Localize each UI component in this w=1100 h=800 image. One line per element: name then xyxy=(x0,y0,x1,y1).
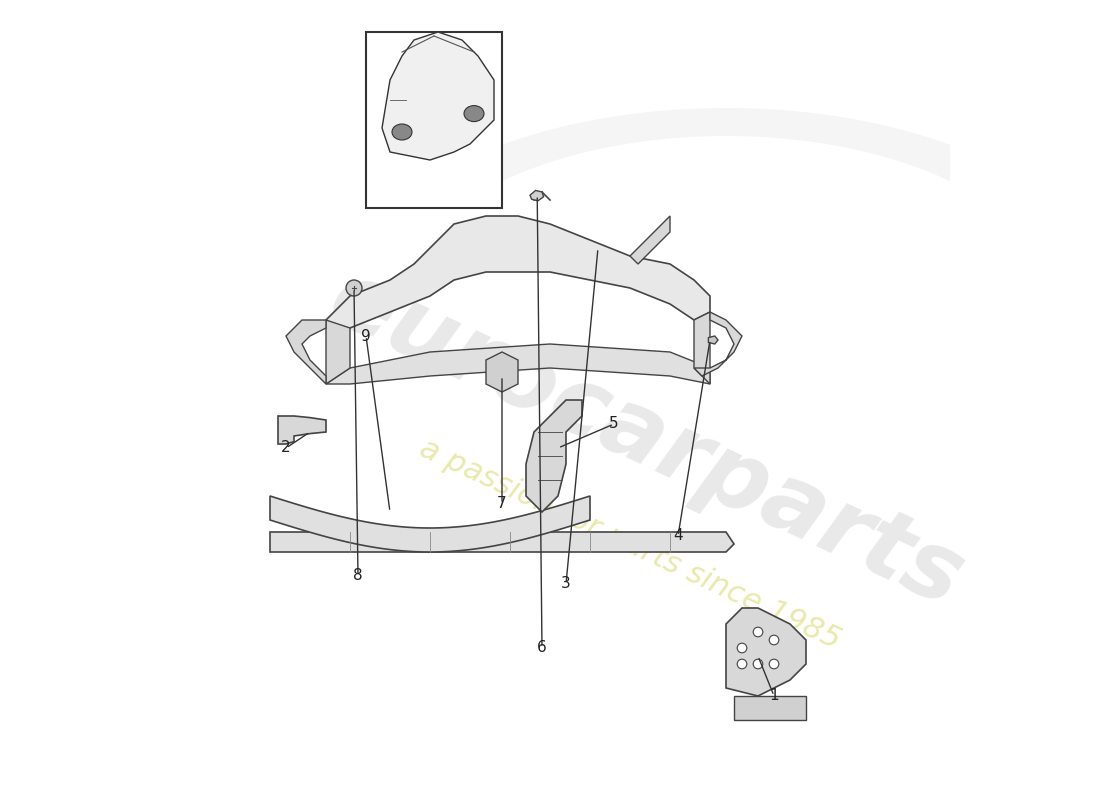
Text: a passion for parts since 1985: a passion for parts since 1985 xyxy=(415,434,845,654)
Polygon shape xyxy=(326,216,710,328)
Text: 1: 1 xyxy=(769,689,779,703)
Polygon shape xyxy=(278,416,326,444)
Circle shape xyxy=(754,659,762,669)
Text: 7: 7 xyxy=(497,497,507,511)
Polygon shape xyxy=(708,336,718,344)
Text: 6: 6 xyxy=(537,641,547,655)
Polygon shape xyxy=(734,696,806,720)
Circle shape xyxy=(737,659,747,669)
Polygon shape xyxy=(530,190,543,201)
Polygon shape xyxy=(326,344,710,384)
Circle shape xyxy=(737,643,747,653)
Circle shape xyxy=(346,280,362,296)
Polygon shape xyxy=(286,320,326,384)
Polygon shape xyxy=(694,312,743,376)
Polygon shape xyxy=(270,532,734,552)
Polygon shape xyxy=(326,320,350,384)
Text: 2: 2 xyxy=(282,441,290,455)
Polygon shape xyxy=(630,216,670,264)
Polygon shape xyxy=(526,400,582,512)
Text: eurocarparts: eurocarparts xyxy=(315,253,978,627)
Text: 8: 8 xyxy=(353,569,363,583)
Bar xyxy=(366,32,502,208)
Polygon shape xyxy=(270,496,590,552)
Polygon shape xyxy=(418,108,1100,287)
Text: 3: 3 xyxy=(561,577,571,591)
Polygon shape xyxy=(382,32,494,160)
Polygon shape xyxy=(694,312,710,384)
Circle shape xyxy=(769,659,779,669)
Text: 9: 9 xyxy=(361,329,371,343)
Ellipse shape xyxy=(464,106,484,122)
Text: 5: 5 xyxy=(609,417,619,431)
Ellipse shape xyxy=(392,124,412,140)
Text: 4: 4 xyxy=(673,529,683,543)
Polygon shape xyxy=(486,352,518,392)
Circle shape xyxy=(754,627,762,637)
Circle shape xyxy=(769,635,779,645)
Polygon shape xyxy=(726,608,806,696)
